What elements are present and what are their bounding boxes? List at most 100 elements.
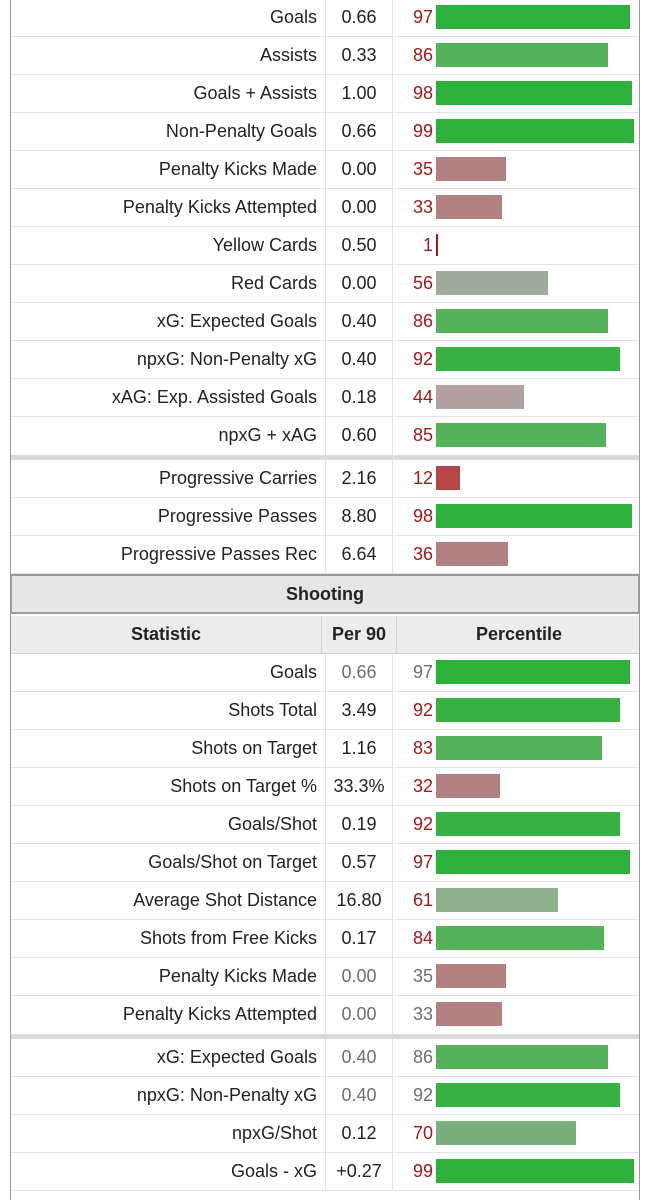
- table-row: Progressive Passes Rec 6.64 36: [11, 536, 639, 574]
- percentile-value: 98: [412, 506, 433, 526]
- per90-value: 0.00: [325, 151, 393, 188]
- percentile-bar: [436, 195, 502, 219]
- percentile-bar: [436, 385, 524, 409]
- per90-value: 0.66: [325, 113, 393, 150]
- percentile-bar: [436, 1002, 502, 1026]
- table-row: npxG: Non-Penalty xG 0.40 92: [11, 1077, 639, 1115]
- per90-value: 33.3%: [325, 768, 393, 805]
- percentile-bar: [436, 466, 460, 490]
- column-header-statistic[interactable]: Statistic: [130, 624, 202, 644]
- table-row: Average Shot Distance 16.80 61: [11, 882, 639, 920]
- table-row: Penalty Kicks Made 0.00 35: [11, 958, 639, 996]
- percentile-bar: [436, 812, 620, 836]
- percentile-value: 97: [412, 662, 433, 682]
- percentile-bar: [436, 5, 630, 29]
- column-header-per90[interactable]: Per 90: [321, 616, 397, 653]
- stat-label: xG: Expected Goals: [156, 1047, 317, 1067]
- stat-label: Progressive Carries: [158, 468, 317, 488]
- percentile-value: 86: [412, 1047, 433, 1067]
- table-row: Non-Penalty Goals 0.66 99: [11, 113, 639, 151]
- percentile-value: 86: [412, 311, 433, 331]
- per90-value: 0.18: [325, 379, 393, 416]
- stat-label: Progressive Passes Rec: [120, 544, 317, 564]
- percentile-value: 44: [412, 387, 433, 407]
- percentile-value: 99: [412, 121, 433, 141]
- table-row: Goals 0.66 97: [11, 0, 639, 37]
- stat-label: Yellow Cards: [212, 235, 317, 255]
- table-row: npxG/Shot 0.12 70: [11, 1115, 639, 1153]
- stats-table: Goals 0.66 97 Assists 0.33 86 Goals + Assists 1…: [10, 0, 640, 1200]
- percentile-bar: [436, 43, 608, 67]
- percentile-bar: [436, 234, 438, 256]
- stat-label: Average Shot Distance: [133, 890, 317, 910]
- percentile-bar: [436, 1045, 608, 1069]
- stat-label: npxG: Non-Penalty xG: [136, 1085, 317, 1105]
- column-header-percentile[interactable]: Percentile: [475, 624, 563, 644]
- percentile-bar: [436, 423, 606, 447]
- percentile-bar: [436, 698, 620, 722]
- percentile-value: 92: [412, 349, 433, 369]
- stat-label: xAG: Exp. Assisted Goals: [111, 387, 317, 407]
- stat-label: Penalty Kicks Made: [158, 966, 317, 986]
- table-row: Goals + Assists 1.00 98: [11, 75, 639, 113]
- shooting-stats-rows: Goals 0.66 97 Shots Total 3.49 92 Shots on Tar…: [11, 654, 639, 1191]
- table-row: Goals/Shot on Target 0.57 97: [11, 844, 639, 882]
- per90-value: 2.16: [325, 460, 393, 497]
- per90-value: 0.40: [325, 1039, 393, 1076]
- percentile-value: 70: [412, 1123, 433, 1143]
- percentile-value: 35: [412, 159, 433, 179]
- percentile-bar: [436, 888, 558, 912]
- per90-value: 0.66: [325, 654, 393, 691]
- per90-value: 0.17: [325, 920, 393, 957]
- stat-label: Goals + Assists: [193, 83, 317, 103]
- table-row: Penalty Kicks Attempted 0.00 33: [11, 189, 639, 227]
- table-row: xAG: Exp. Assisted Goals 0.18 44: [11, 379, 639, 417]
- percentile-bar: [436, 81, 632, 105]
- percentile-value: 98: [412, 83, 433, 103]
- percentile-value: 92: [412, 1085, 433, 1105]
- percentile-bar: [436, 850, 630, 874]
- table-row: Yellow Cards 0.50 1: [11, 227, 639, 265]
- percentile-value: 35: [412, 966, 433, 986]
- stat-label: npxG: Non-Penalty xG: [136, 349, 317, 369]
- percentile-bar: [436, 309, 608, 333]
- stat-label: Progressive Passes: [157, 506, 317, 526]
- percentile-bar: [436, 1083, 620, 1107]
- table-row: Progressive Passes 8.80 98: [11, 498, 639, 536]
- per90-value: 0.00: [325, 189, 393, 226]
- per90-value: 0.57: [325, 844, 393, 881]
- table-row: xG: Expected Goals 0.40 86: [11, 303, 639, 341]
- percentile-value: 36: [412, 544, 433, 564]
- table-row: Penalty Kicks Attempted 0.00 33: [11, 996, 639, 1039]
- percentile-bar: [436, 736, 602, 760]
- stat-label: Penalty Kicks Made: [158, 159, 317, 179]
- per90-value: 0.19: [325, 806, 393, 843]
- percentile-value: 99: [412, 1161, 433, 1181]
- percentile-bar: [436, 1121, 576, 1145]
- section-header-shooting[interactable]: Shooting: [11, 574, 639, 614]
- stat-label: Shots from Free Kicks: [139, 928, 317, 948]
- table-row: npxG + xAG 0.60 85: [11, 417, 639, 460]
- percentile-value: 32: [412, 776, 433, 796]
- percentile-bar: [436, 347, 620, 371]
- table-row: Shots on Target 1.16 83: [11, 730, 639, 768]
- percentile-value: 92: [412, 814, 433, 834]
- stat-label: Assists: [259, 45, 317, 65]
- stat-label: Goals: [269, 7, 317, 27]
- percentile-value: 97: [412, 852, 433, 872]
- per90-value: 1.00: [325, 75, 393, 112]
- percentile-bar: [436, 774, 500, 798]
- standard-stats-rows: Goals 0.66 97 Assists 0.33 86 Goals + Assists 1…: [11, 0, 639, 574]
- stat-label: Goals/Shot: [227, 814, 317, 834]
- percentile-bar: [436, 271, 548, 295]
- table-row: npxG: Non-Penalty xG 0.40 92: [11, 341, 639, 379]
- per90-value: 0.33: [325, 37, 393, 74]
- per90-value: 1.16: [325, 730, 393, 767]
- table-row: Goals - xG +0.27 99: [11, 1153, 639, 1191]
- table-row: Goals 0.66 97: [11, 654, 639, 692]
- percentile-value: 85: [412, 425, 433, 445]
- per90-value: 0.40: [325, 341, 393, 378]
- percentile-bar: [436, 542, 508, 566]
- stat-label: Shots on Target %: [170, 776, 317, 796]
- stat-label: Shots on Target: [191, 738, 317, 758]
